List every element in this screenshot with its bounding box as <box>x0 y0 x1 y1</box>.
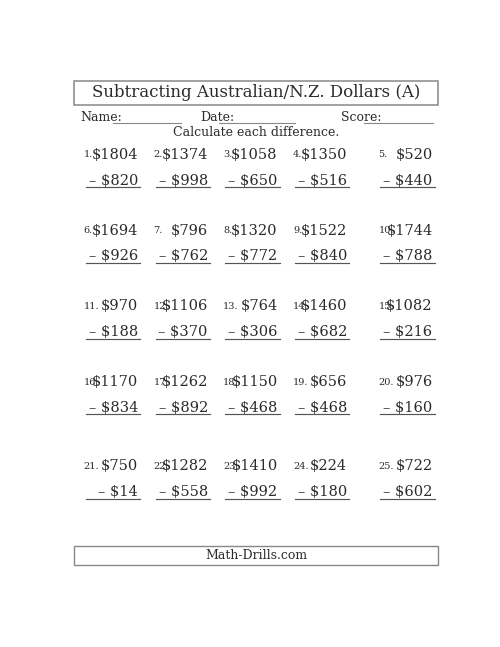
Text: $1262: $1262 <box>162 375 208 389</box>
Text: 2.: 2. <box>154 150 163 159</box>
Text: – $370: – $370 <box>158 325 208 339</box>
Text: 19.: 19. <box>293 378 308 386</box>
Text: 17.: 17. <box>154 378 169 386</box>
Text: $1320: $1320 <box>231 224 278 237</box>
Text: – $788: – $788 <box>383 250 432 263</box>
Text: 12.: 12. <box>154 302 169 311</box>
Text: – $468: – $468 <box>228 401 278 415</box>
Text: $520: $520 <box>396 148 432 162</box>
Text: $1804: $1804 <box>92 148 138 162</box>
Text: 21.: 21. <box>84 462 100 471</box>
Text: – $892: – $892 <box>158 401 208 415</box>
Text: 20.: 20. <box>378 378 394 386</box>
Text: 6.: 6. <box>84 226 93 235</box>
Text: $1282: $1282 <box>162 459 208 473</box>
Text: Math-Drills.com: Math-Drills.com <box>205 549 308 562</box>
Text: – $650: – $650 <box>228 174 278 188</box>
Text: $1350: $1350 <box>301 148 348 162</box>
Text: – $682: – $682 <box>298 325 348 339</box>
Text: – $772: – $772 <box>228 250 278 263</box>
Text: $796: $796 <box>170 224 208 237</box>
Text: 23.: 23. <box>224 462 239 471</box>
Text: – $602: – $602 <box>383 485 432 499</box>
Text: – $180: – $180 <box>298 485 348 499</box>
Text: $764: $764 <box>240 300 278 313</box>
Text: 25.: 25. <box>378 462 394 471</box>
Text: Name:: Name: <box>80 111 122 124</box>
Text: – $762: – $762 <box>158 250 208 263</box>
Text: $722: $722 <box>396 459 432 473</box>
Text: 16.: 16. <box>84 378 100 386</box>
Text: $1460: $1460 <box>301 300 348 313</box>
Bar <box>74 81 438 105</box>
Text: – $216: – $216 <box>384 325 432 339</box>
Text: $970: $970 <box>101 300 138 313</box>
Text: – $998: – $998 <box>158 174 208 188</box>
Text: 9.: 9. <box>293 226 302 235</box>
Text: $656: $656 <box>310 375 348 389</box>
Text: 7.: 7. <box>154 226 163 235</box>
Text: – $840: – $840 <box>298 250 348 263</box>
Text: 4.: 4. <box>293 150 302 159</box>
Text: $224: $224 <box>310 459 348 473</box>
Text: – $468: – $468 <box>298 401 348 415</box>
Text: Subtracting Australian/N.Z. Dollars (A): Subtracting Australian/N.Z. Dollars (A) <box>92 84 420 101</box>
Text: Date:: Date: <box>200 111 234 124</box>
Text: $1058: $1058 <box>231 148 278 162</box>
Text: $976: $976 <box>396 375 432 389</box>
Text: 13.: 13. <box>224 302 239 311</box>
Text: – $188: – $188 <box>89 325 138 339</box>
Text: Calculate each difference.: Calculate each difference. <box>173 126 340 139</box>
Text: Score:: Score: <box>342 111 382 124</box>
Text: 8.: 8. <box>224 226 232 235</box>
Text: – $558: – $558 <box>158 485 208 499</box>
Text: – $926: – $926 <box>89 250 138 263</box>
Text: – $14: – $14 <box>98 485 138 499</box>
Bar <box>74 546 438 565</box>
Text: $1522: $1522 <box>301 224 348 237</box>
Text: – $834: – $834 <box>88 401 138 415</box>
Text: 5.: 5. <box>378 150 388 159</box>
Text: $750: $750 <box>101 459 138 473</box>
Text: 24.: 24. <box>293 462 308 471</box>
Text: $1106: $1106 <box>162 300 208 313</box>
Text: $1410: $1410 <box>232 459 278 473</box>
Text: 14.: 14. <box>293 302 308 311</box>
Text: $1082: $1082 <box>386 300 432 313</box>
Text: $1694: $1694 <box>92 224 138 237</box>
Text: $1170: $1170 <box>92 375 138 389</box>
Text: – $820: – $820 <box>88 174 138 188</box>
Text: 22.: 22. <box>154 462 169 471</box>
Text: $1374: $1374 <box>162 148 208 162</box>
Text: 3.: 3. <box>224 150 232 159</box>
Text: – $440: – $440 <box>384 174 432 188</box>
Text: – $306: – $306 <box>228 325 278 339</box>
Text: $1744: $1744 <box>386 224 432 237</box>
Text: 18.: 18. <box>224 378 239 386</box>
Text: 1.: 1. <box>84 150 93 159</box>
Text: $1150: $1150 <box>232 375 278 389</box>
Text: 15.: 15. <box>378 302 394 311</box>
Text: 10.: 10. <box>378 226 394 235</box>
Text: – $516: – $516 <box>298 174 348 188</box>
Text: 11.: 11. <box>84 302 100 311</box>
Text: – $160: – $160 <box>384 401 432 415</box>
Text: – $992: – $992 <box>228 485 278 499</box>
